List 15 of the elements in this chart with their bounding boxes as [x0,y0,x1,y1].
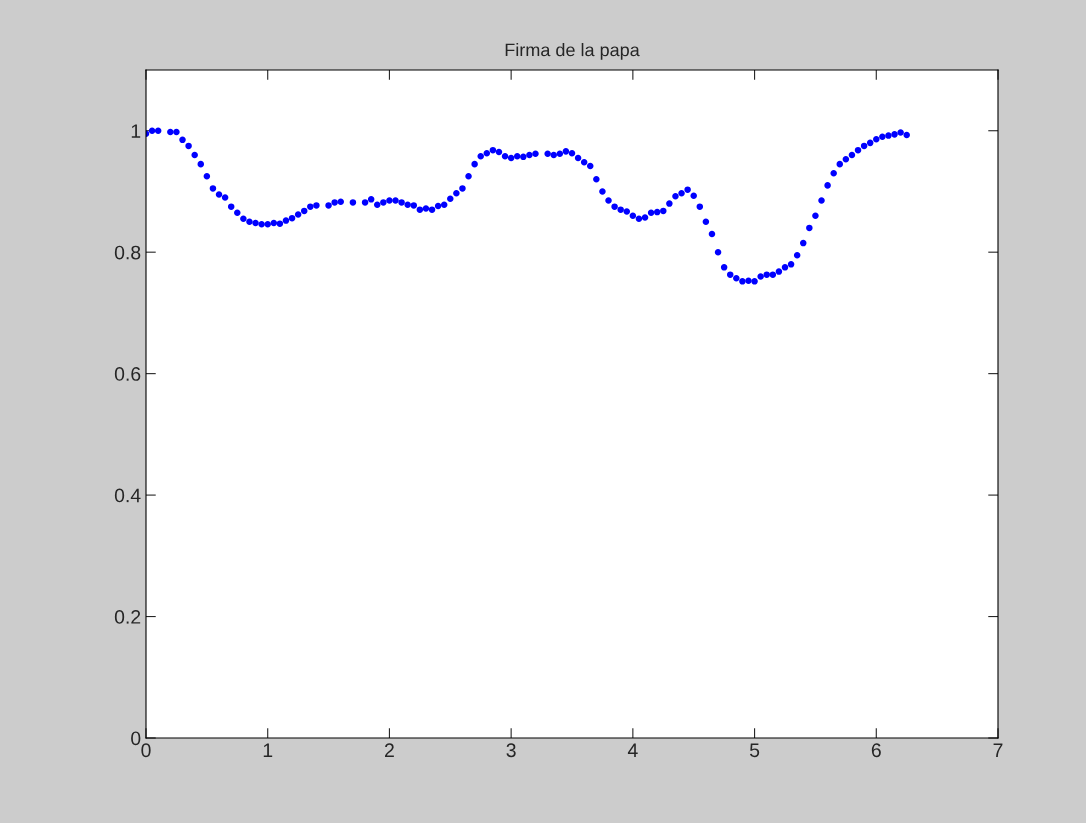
y-tick-label: 0.4 [114,488,141,503]
x-tick-label: 5 [749,743,760,758]
x-tick-label: 0 [141,743,151,758]
y-tick-label: 0.8 [114,245,141,260]
x-tick-label: 3 [506,743,516,758]
y-tick-label: 1 [131,124,141,138]
x-tick-label: 4 [627,743,638,757]
x-tick-label: 6 [871,743,881,758]
y-tick-label: 0.6 [114,367,141,381]
y-tick-label: 0.2 [114,610,141,624]
x-tick-label: 7 [993,743,1003,757]
chart-title: Firma de la papa [505,43,640,60]
x-tick-label: 2 [385,743,394,757]
y-tick-label: 0 [131,731,141,746]
x-tick-label: 1 [263,743,273,757]
